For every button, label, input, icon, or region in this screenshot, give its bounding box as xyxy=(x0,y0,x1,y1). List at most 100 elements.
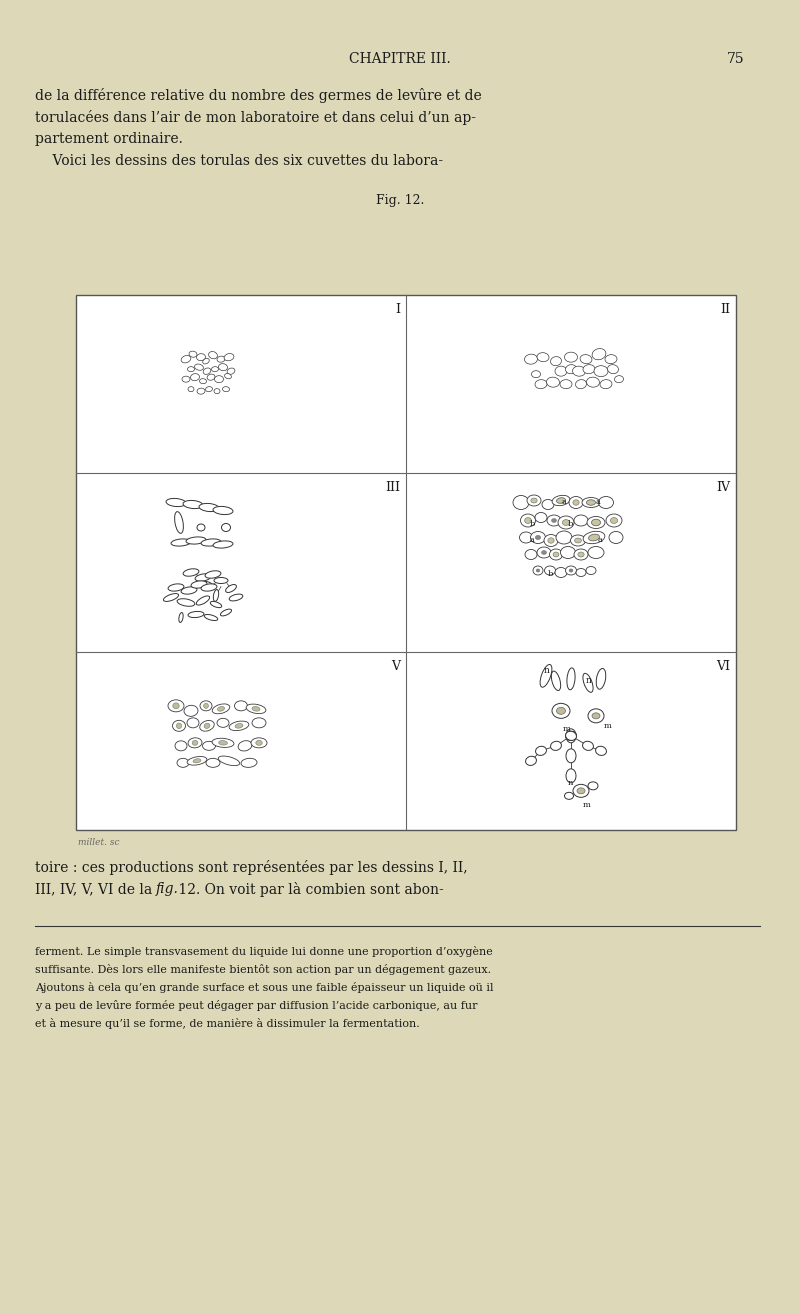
Text: III: III xyxy=(385,482,400,494)
Text: III, IV, V, VI de la: III, IV, V, VI de la xyxy=(35,882,157,895)
Text: 75: 75 xyxy=(727,53,745,66)
Text: a: a xyxy=(562,499,567,507)
Ellipse shape xyxy=(238,741,252,751)
Ellipse shape xyxy=(168,700,184,712)
Text: partement ordinaire.: partement ordinaire. xyxy=(35,133,183,146)
Ellipse shape xyxy=(533,566,543,575)
Ellipse shape xyxy=(535,512,547,523)
Ellipse shape xyxy=(587,516,605,529)
Text: fig.: fig. xyxy=(156,882,178,895)
Ellipse shape xyxy=(197,524,205,530)
Ellipse shape xyxy=(513,495,529,509)
Ellipse shape xyxy=(565,792,574,800)
Ellipse shape xyxy=(586,566,596,575)
Ellipse shape xyxy=(182,376,190,382)
Ellipse shape xyxy=(222,386,230,391)
Ellipse shape xyxy=(594,365,608,377)
Ellipse shape xyxy=(553,551,559,557)
Ellipse shape xyxy=(214,389,220,394)
Ellipse shape xyxy=(251,738,267,748)
Ellipse shape xyxy=(197,389,205,394)
Ellipse shape xyxy=(204,614,218,621)
Ellipse shape xyxy=(218,706,225,712)
Ellipse shape xyxy=(555,366,567,376)
Ellipse shape xyxy=(548,538,554,544)
Ellipse shape xyxy=(525,355,538,364)
Ellipse shape xyxy=(589,534,599,541)
Ellipse shape xyxy=(614,376,623,382)
Ellipse shape xyxy=(174,512,183,533)
Ellipse shape xyxy=(576,569,586,576)
Ellipse shape xyxy=(605,355,617,364)
Ellipse shape xyxy=(217,356,225,362)
Ellipse shape xyxy=(192,741,198,746)
Text: m: m xyxy=(604,722,612,730)
Ellipse shape xyxy=(218,756,240,765)
Ellipse shape xyxy=(521,513,535,527)
Ellipse shape xyxy=(561,546,575,558)
Text: n: n xyxy=(568,779,574,786)
Ellipse shape xyxy=(566,729,576,743)
Ellipse shape xyxy=(569,496,583,508)
Ellipse shape xyxy=(197,353,206,361)
Ellipse shape xyxy=(252,718,266,727)
Text: Voici les dessins des torulas des six cuvettes du labora-: Voici les dessins des torulas des six cu… xyxy=(35,154,443,168)
Ellipse shape xyxy=(537,353,549,361)
Ellipse shape xyxy=(235,723,243,729)
Ellipse shape xyxy=(202,358,210,364)
Ellipse shape xyxy=(560,379,572,389)
Ellipse shape xyxy=(203,582,214,590)
Ellipse shape xyxy=(188,612,204,617)
Ellipse shape xyxy=(600,379,612,389)
Ellipse shape xyxy=(575,379,586,389)
Ellipse shape xyxy=(207,374,215,381)
Ellipse shape xyxy=(566,731,577,741)
Ellipse shape xyxy=(609,532,623,544)
Ellipse shape xyxy=(557,708,566,714)
Ellipse shape xyxy=(592,348,606,360)
Ellipse shape xyxy=(188,386,194,391)
Ellipse shape xyxy=(217,718,229,727)
Ellipse shape xyxy=(531,370,541,378)
Ellipse shape xyxy=(163,593,178,601)
Ellipse shape xyxy=(224,353,234,361)
Ellipse shape xyxy=(256,741,262,746)
Ellipse shape xyxy=(214,590,218,601)
Ellipse shape xyxy=(173,702,179,709)
Ellipse shape xyxy=(552,704,570,718)
Ellipse shape xyxy=(569,569,573,572)
Ellipse shape xyxy=(577,788,585,794)
Ellipse shape xyxy=(201,538,221,546)
Text: Ajoutons à cela qu’en grande surface et sous une faible épaisseur un liquide oü : Ajoutons à cela qu’en grande surface et … xyxy=(35,982,494,993)
Ellipse shape xyxy=(179,613,183,622)
Text: a: a xyxy=(530,537,535,545)
Ellipse shape xyxy=(606,513,622,527)
Text: n: n xyxy=(586,676,592,685)
Text: suffisante. Dès lors elle manifeste bientôt son action par un dégagement gazeux.: suffisante. Dès lors elle manifeste bien… xyxy=(35,964,491,976)
Ellipse shape xyxy=(193,759,201,763)
Text: Fig. 12.: Fig. 12. xyxy=(376,194,424,207)
Ellipse shape xyxy=(186,537,206,544)
Ellipse shape xyxy=(181,587,197,595)
Text: torulacées dans l’air de mon laboratoire et dans celui d’un ap-: torulacées dans l’air de mon laboratoire… xyxy=(35,110,476,125)
Ellipse shape xyxy=(519,532,533,544)
Ellipse shape xyxy=(211,366,218,372)
Ellipse shape xyxy=(199,378,206,383)
Ellipse shape xyxy=(195,574,211,582)
Ellipse shape xyxy=(573,500,579,506)
Ellipse shape xyxy=(574,515,588,527)
Ellipse shape xyxy=(203,704,208,708)
Ellipse shape xyxy=(218,364,227,370)
Text: V: V xyxy=(391,659,400,672)
Text: b: b xyxy=(568,520,574,529)
Ellipse shape xyxy=(583,674,593,692)
Ellipse shape xyxy=(203,368,211,374)
Ellipse shape xyxy=(610,517,618,524)
Text: m: m xyxy=(583,801,591,809)
Ellipse shape xyxy=(183,569,199,576)
Ellipse shape xyxy=(596,668,606,689)
Ellipse shape xyxy=(582,742,594,751)
Ellipse shape xyxy=(226,584,237,592)
Ellipse shape xyxy=(202,742,215,750)
Ellipse shape xyxy=(551,519,557,523)
